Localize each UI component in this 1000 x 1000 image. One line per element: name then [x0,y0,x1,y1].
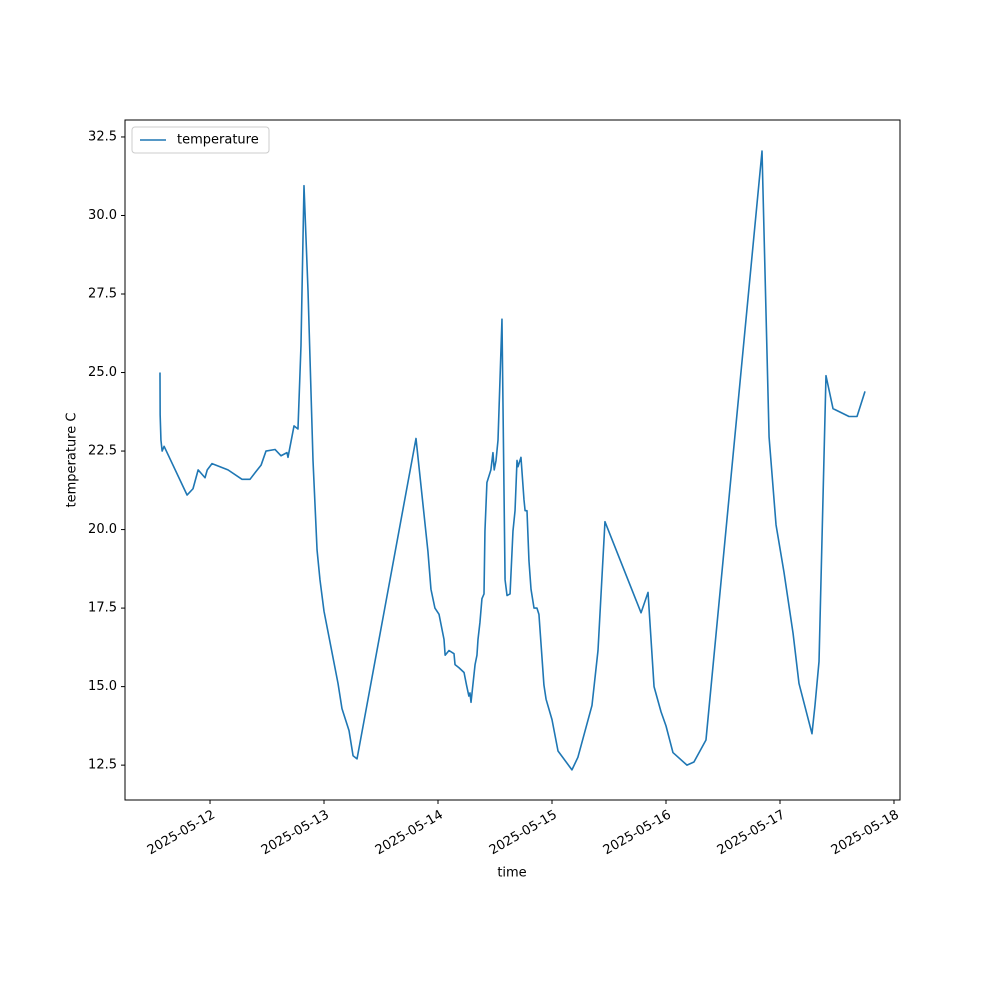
x-tick-label: 2025-05-14 [373,808,446,859]
y-tick-label: 20.0 [88,522,117,537]
line-series [159,150,866,771]
x-axis-label: time [497,866,526,881]
x-tick-label: 2025-05-15 [487,808,560,859]
y-tick-label: 12.5 [88,758,117,773]
y-tick-label: 17.5 [88,601,117,616]
y-tick-label: 27.5 [88,287,117,302]
x-tick-label: 2025-05-13 [259,808,332,859]
legend-box [131,126,270,154]
x-tick-label: 2025-05-18 [829,808,902,859]
y-tick-label: 22.5 [88,444,117,459]
y-tick-label: 32.5 [88,129,117,144]
x-tick-label: 2025-05-12 [145,808,218,859]
x-tick-label: 2025-05-16 [601,808,674,859]
y-tick-label: 15.0 [88,679,117,694]
axes-frame [124,119,901,801]
legend-label: temperature [177,133,259,148]
y-axis-label: temperature C [65,413,80,508]
y-tick-label: 30.0 [88,208,117,223]
y-tick-label: 25.0 [88,365,117,380]
x-tick-label: 2025-05-17 [715,808,788,859]
